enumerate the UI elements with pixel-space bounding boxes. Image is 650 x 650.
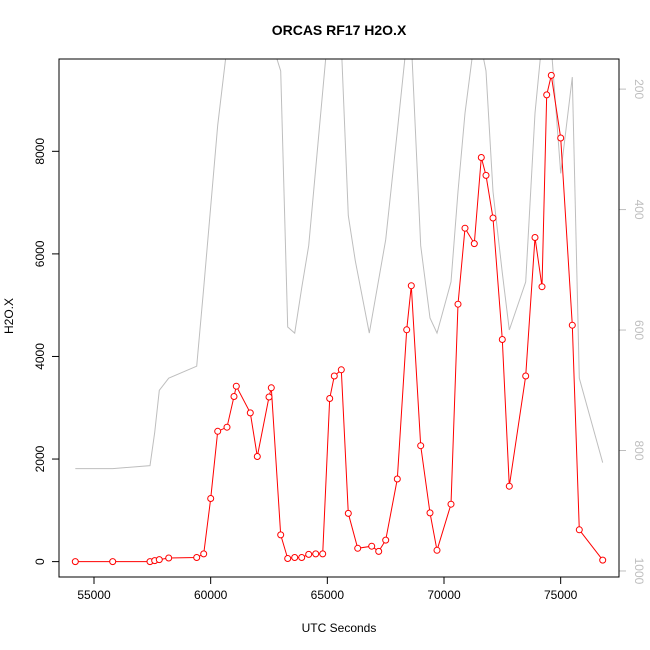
primary-series-point [522, 372, 530, 380]
primary-series-line [75, 75, 604, 563]
primary-series-point [426, 509, 434, 517]
x-tick-label: 70000 [427, 588, 461, 602]
primary-series-point [505, 482, 513, 490]
primary-series-point [447, 500, 455, 508]
y2-tick-label: 600 [632, 320, 646, 340]
primary-series-point [403, 326, 411, 334]
primary-series-point [354, 544, 362, 552]
primary-series-point [407, 282, 415, 290]
primary-series-point [575, 526, 583, 534]
primary-series-point [393, 475, 401, 483]
primary-series-point [193, 554, 201, 561]
primary-series-point [165, 554, 173, 562]
primary-series-point [547, 71, 555, 79]
x-tick-label: 65000 [311, 588, 345, 602]
y2-tick-label: 800 [632, 440, 646, 460]
x-tick-label: 75000 [544, 588, 578, 602]
primary-series-point [568, 321, 576, 329]
primary-series-point [155, 556, 163, 564]
primary-series-point [461, 224, 469, 232]
primary-series-point [470, 240, 478, 248]
primary-series-point [538, 283, 546, 291]
primary-series-point [382, 536, 390, 544]
primary-series-point [326, 395, 334, 402]
primary-series-point [298, 554, 306, 561]
primary-series-point [305, 550, 313, 558]
secondary-series-layer [75, 59, 604, 470]
primary-series-point [277, 531, 285, 539]
primary-series-point [71, 558, 79, 566]
primary-series-point [557, 134, 565, 142]
y2-tick-label: 1000 [632, 558, 646, 585]
primary-series-point [454, 300, 462, 308]
primary-series-point [599, 556, 607, 564]
primary-series-point [291, 554, 299, 561]
y-tick-label: 2000 [33, 445, 47, 472]
primary-series-point [344, 509, 352, 517]
secondary-series-line [75, 59, 604, 470]
plot-frame [58, 58, 620, 578]
primary-series-point [223, 423, 231, 431]
y-tick-label: 8000 [33, 138, 47, 165]
y-axis-label: H2O.X [2, 298, 16, 334]
primary-series-point [330, 372, 338, 380]
y-tick-label: 0 [33, 558, 47, 565]
primary-series-point [477, 154, 485, 161]
primary-series-point [109, 558, 117, 566]
primary-series-point [368, 542, 376, 550]
primary-series-point [207, 495, 215, 502]
primary-series-point [284, 555, 292, 562]
primary-series-point [312, 550, 320, 558]
primary-series-point [246, 409, 254, 417]
primary-series-point [253, 453, 261, 460]
primary-series-point [498, 336, 506, 343]
primary-series-point [375, 547, 383, 555]
primary-series-point [200, 550, 208, 558]
primary-series-layer [71, 71, 607, 566]
x-tick-label: 60000 [194, 588, 228, 602]
x-axis-label: UTC Seconds [302, 621, 377, 635]
y-tick-label: 6000 [33, 240, 47, 267]
primary-series-point [337, 366, 345, 374]
chart-title: ORCAS RF17 H2O.X [272, 22, 407, 38]
primary-series-point [531, 234, 539, 241]
primary-series-point [267, 384, 275, 392]
primary-series-point [265, 393, 273, 401]
primary-series-point [433, 546, 441, 554]
y-tick-label: 4000 [33, 343, 47, 370]
primary-series-point [230, 393, 238, 400]
primary-series-point [214, 427, 222, 435]
axes-layer: 55000 60000 65000 70000 75000 0 2000 4000 6000 80… [33, 79, 646, 602]
x-tick-label: 55000 [77, 588, 111, 602]
y2-tick-label: 200 [632, 79, 646, 99]
primary-series-point [417, 442, 425, 450]
primary-series-point [319, 550, 327, 558]
primary-series-point [232, 382, 240, 390]
y2-tick-label: 400 [632, 200, 646, 220]
primary-series-point [543, 91, 551, 99]
primary-series-point [482, 171, 490, 179]
primary-series-point [489, 214, 497, 222]
